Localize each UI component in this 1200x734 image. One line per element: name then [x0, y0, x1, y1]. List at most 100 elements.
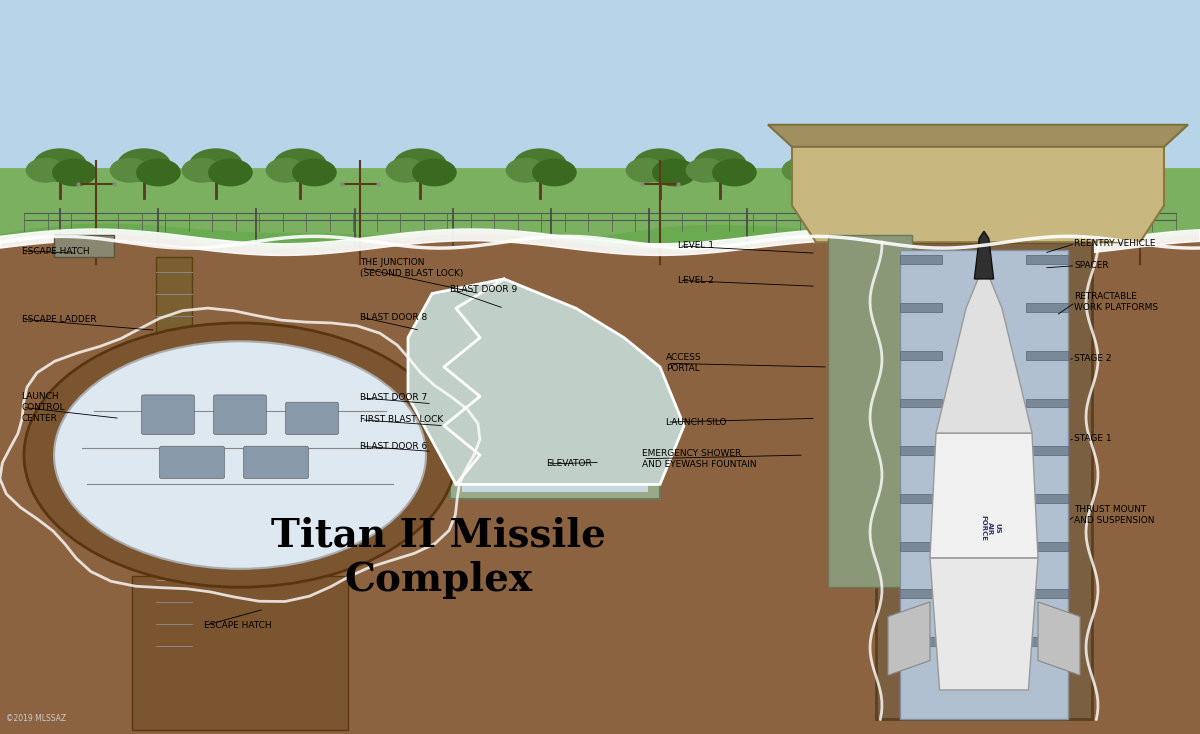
Circle shape	[1121, 159, 1164, 186]
Circle shape	[809, 159, 852, 186]
Circle shape	[110, 159, 149, 182]
Polygon shape	[450, 411, 660, 499]
FancyBboxPatch shape	[142, 395, 194, 435]
Circle shape	[386, 159, 425, 182]
Circle shape	[694, 149, 746, 181]
Circle shape	[53, 159, 96, 186]
Circle shape	[190, 149, 242, 181]
Text: FIRST BLAST LOCK: FIRST BLAST LOCK	[360, 415, 443, 424]
Text: REENTRY VEHICLE: REENTRY VEHICLE	[1074, 239, 1156, 248]
Polygon shape	[132, 576, 348, 730]
Text: THRUST MOUNT
AND SUSPENSION: THRUST MOUNT AND SUSPENSION	[1074, 505, 1154, 526]
Circle shape	[266, 159, 305, 182]
Circle shape	[634, 149, 686, 181]
Circle shape	[893, 159, 936, 186]
Polygon shape	[0, 0, 1200, 206]
Circle shape	[54, 341, 426, 569]
Polygon shape	[156, 257, 192, 661]
Text: STAGE 1: STAGE 1	[1074, 435, 1111, 443]
Bar	[900, 399, 942, 407]
Circle shape	[533, 159, 576, 186]
Bar	[1026, 446, 1068, 455]
Text: ELEVATOR: ELEVATOR	[546, 459, 592, 468]
Text: SPACER: SPACER	[1074, 261, 1109, 270]
Text: Complex: Complex	[344, 561, 532, 599]
Circle shape	[209, 159, 252, 186]
Circle shape	[1102, 149, 1154, 181]
Polygon shape	[936, 264, 1032, 433]
FancyBboxPatch shape	[286, 402, 338, 435]
Text: EMERGENCY SHOWER
AND EYEWASH FOUNTAIN: EMERGENCY SHOWER AND EYEWASH FOUNTAIN	[642, 448, 757, 469]
Circle shape	[977, 159, 1020, 186]
Bar	[1026, 303, 1068, 312]
Text: ESCAPE HATCH: ESCAPE HATCH	[204, 621, 271, 630]
Bar	[900, 446, 942, 455]
Circle shape	[626, 159, 665, 182]
Circle shape	[514, 149, 566, 181]
Bar	[1026, 399, 1068, 407]
Polygon shape	[888, 602, 930, 675]
Bar	[900, 255, 942, 264]
Polygon shape	[0, 184, 1200, 294]
Circle shape	[653, 159, 696, 186]
Circle shape	[24, 323, 456, 587]
Circle shape	[413, 159, 456, 186]
Circle shape	[790, 149, 842, 181]
Circle shape	[782, 159, 821, 182]
Text: US
AIR
FORCE: US AIR FORCE	[980, 515, 1000, 542]
Circle shape	[1022, 159, 1061, 182]
Text: Titan II Missile: Titan II Missile	[270, 517, 606, 555]
Text: ©2019 MLSSAZ: ©2019 MLSSAZ	[6, 714, 66, 723]
Polygon shape	[930, 558, 1038, 690]
Text: LAUNCH SILO: LAUNCH SILO	[666, 418, 726, 426]
Circle shape	[713, 159, 756, 186]
Bar	[1026, 589, 1068, 598]
Circle shape	[866, 159, 905, 182]
Circle shape	[1049, 159, 1092, 186]
Text: THE JUNCTION
(SECOND BLAST LOCK): THE JUNCTION (SECOND BLAST LOCK)	[360, 258, 463, 278]
Text: ESCAPE HATCH: ESCAPE HATCH	[22, 247, 89, 255]
Text: LEVEL 1: LEVEL 1	[678, 241, 714, 250]
Bar	[900, 589, 942, 598]
FancyBboxPatch shape	[214, 395, 266, 435]
Circle shape	[118, 149, 170, 181]
Circle shape	[26, 159, 65, 182]
Circle shape	[274, 149, 326, 181]
Bar	[900, 637, 942, 646]
Bar	[900, 303, 942, 312]
Circle shape	[293, 159, 336, 186]
FancyBboxPatch shape	[160, 446, 224, 479]
Polygon shape	[408, 279, 684, 484]
Bar	[900, 494, 942, 503]
Circle shape	[137, 159, 180, 186]
Polygon shape	[768, 125, 1188, 147]
Text: LAUNCH
CONTROL
CENTER: LAUNCH CONTROL CENTER	[22, 392, 65, 423]
Text: STAGE 2: STAGE 2	[1074, 354, 1111, 363]
Polygon shape	[828, 235, 912, 587]
Bar	[1026, 637, 1068, 646]
Circle shape	[686, 159, 725, 182]
Text: BLAST DOOR 9: BLAST DOOR 9	[450, 286, 517, 294]
Text: ESCAPE LADDER: ESCAPE LADDER	[22, 315, 96, 324]
Text: RETRACTABLE
WORK PLATFORMS: RETRACTABLE WORK PLATFORMS	[1074, 292, 1158, 313]
Bar	[1026, 255, 1068, 264]
Circle shape	[950, 159, 989, 182]
Circle shape	[958, 149, 1010, 181]
Bar	[1026, 351, 1068, 360]
Polygon shape	[0, 220, 1200, 734]
Polygon shape	[900, 250, 1068, 719]
Circle shape	[394, 149, 446, 181]
Text: BLAST DOOR 7: BLAST DOOR 7	[360, 393, 427, 402]
Polygon shape	[1038, 602, 1080, 675]
Polygon shape	[930, 433, 1038, 558]
Bar	[1026, 542, 1068, 550]
FancyBboxPatch shape	[244, 446, 308, 479]
Polygon shape	[54, 235, 114, 257]
Polygon shape	[974, 231, 994, 279]
Text: BLAST DOOR 8: BLAST DOOR 8	[360, 313, 427, 321]
Circle shape	[182, 159, 221, 182]
Circle shape	[1030, 149, 1082, 181]
Polygon shape	[462, 418, 648, 492]
Bar	[1026, 494, 1068, 503]
Circle shape	[1094, 159, 1133, 182]
